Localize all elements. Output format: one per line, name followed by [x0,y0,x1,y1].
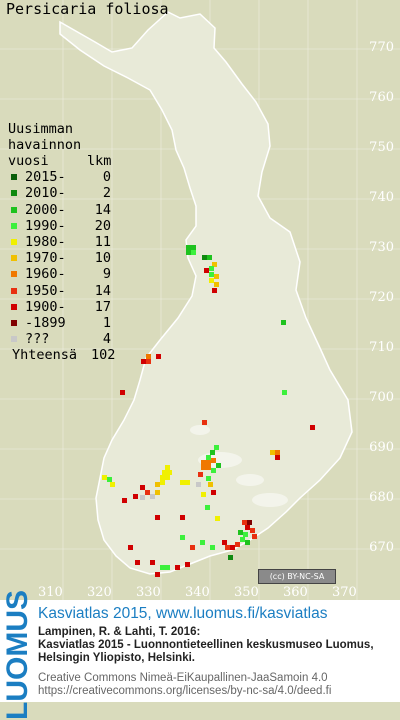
y-tick-label: 690 [369,440,394,455]
citation-line-3: Helsingin Yliopisto, Helsinki. [38,652,195,664]
legend-row: -1899 1 [8,315,115,331]
legend-swatch [11,190,17,197]
legend-swatch [11,336,17,343]
legend-total-label: Yhteensä [12,347,78,364]
legend-label: 1960- [25,266,66,283]
legend-label: 1990- [25,217,66,234]
x-tick-label: 310 [38,585,63,600]
legend-row: 2015- 0 [8,169,115,185]
footer-license: Creative Commons Nimeä-EiKaupallinen-Jaa… [38,672,331,698]
x-tick-label: 350 [234,585,259,600]
legend-swatch [11,303,17,310]
legend-swatch [11,287,17,294]
y-tick-label: 770 [369,40,394,55]
legend-count: 17 [94,298,111,315]
y-tick-label: 750 [369,140,394,155]
legend-label: 1970- [25,250,66,267]
legend-swatch [11,271,17,278]
y-tick-label: 720 [369,290,394,305]
legend-row: 2000- 14 [8,202,115,218]
legend-label: 2000- [25,201,66,218]
y-tick-label: 710 [369,340,394,355]
finland-outline [59,11,353,575]
legend-total-row: Yhteensä 102 [8,347,115,363]
legend-swatch [11,174,17,181]
legend-label: 2010- [25,185,66,202]
legend-row: ??? 4 [8,331,115,347]
legend-label: 1980- [25,234,66,251]
legend-swatch [11,206,17,213]
license-line-1: Creative Commons Nimeä-EiKaupallinen-Jaa… [38,672,328,684]
y-tick-label: 740 [369,190,394,205]
legend-count: 1 [102,314,111,331]
footer-citation: Lampinen, R. & Lahti, T. 2016: Kasviatla… [38,626,374,665]
legend-swatch [11,222,17,229]
finland-map [0,0,400,600]
y-tick-label: 670 [369,540,394,555]
legend-rows: 2015- 0 2010- 2 2000- 14 1990- 20 1980- 11 1970- 10… [8,169,115,347]
legend-heading-1: Uusimman [8,121,74,137]
legend-header-row: vuosi lkm [8,153,115,169]
x-tick-label: 360 [283,585,308,600]
legend-total: 102 [91,347,116,364]
observation-squares [102,245,315,577]
legend-count: 0 [102,169,111,186]
x-tick-label: 340 [185,585,210,600]
y-tick-label: 730 [369,240,394,255]
legend-swatch [11,239,17,246]
x-tick-label: 330 [136,585,161,600]
citation-line-1: Lampinen, R. & Lahti, T. 2016: [38,626,201,638]
x-tick-label: 320 [87,585,112,600]
y-tick-label: 680 [369,490,394,505]
legend-row: 2010- 2 [8,185,115,201]
footer: LUOMUS Kasviatlas 2015, www.luomus.fi/ka… [0,590,400,720]
species-title: Persicaria foliosa [6,0,169,18]
legend-row: 1990- 20 [8,218,115,234]
legend: Uusimman havainnon vuosi lkm 2015- 0 2010-… [8,121,115,363]
y-tick-label: 760 [369,90,394,105]
legend-col-count: lkm [87,153,112,170]
legend-label: ??? [25,331,50,348]
legend-swatch [11,255,17,262]
legend-label: 2015- [25,169,66,186]
legend-count: 9 [102,266,111,283]
legend-label: -1899 [25,314,66,331]
legend-count: 4 [102,331,111,348]
legend-count: 11 [94,234,111,251]
legend-heading-2: havainnon [8,137,82,153]
legend-count: 10 [94,250,111,267]
legend-col-year: vuosi [8,153,49,170]
legend-row: 1950- 14 [8,283,115,299]
legend-swatch [11,319,17,326]
legend-row: 1970- 10 [8,250,115,266]
x-tick-label: 370 [332,585,357,600]
footer-headline[interactable]: Kasviatlas 2015, www.luomus.fi/kasviatla… [38,605,328,622]
legend-label: 1950- [25,282,66,299]
license-line-2[interactable]: https://creativecommons.org/licenses/by-… [38,685,332,697]
legend-count: 14 [94,201,111,218]
legend-row: 1900- 17 [8,299,115,315]
legend-count: 2 [102,185,111,202]
legend-label: 1900- [25,298,66,315]
license-badge[interactable]: (cc) BY-NC-SA [258,569,336,584]
legend-count: 20 [94,217,111,234]
legend-count: 14 [94,282,111,299]
luomus-logo: LUOMUS [1,590,34,720]
citation-line-2: Kasviatlas 2015 - Luonnontieteellinen ke… [38,639,374,651]
legend-row: 1960- 9 [8,266,115,282]
legend-row: 1980- 11 [8,234,115,250]
y-tick-label: 700 [369,390,394,405]
